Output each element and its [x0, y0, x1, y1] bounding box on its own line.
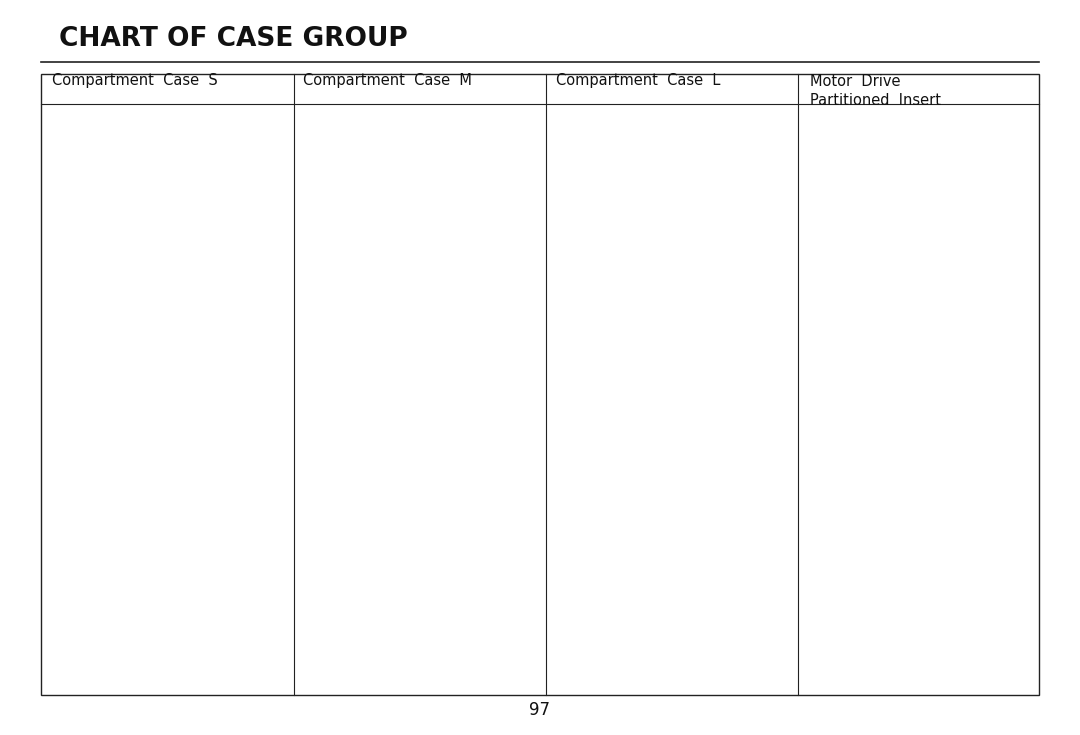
Text: Motor  Drive
Partitioned  Insert: Motor Drive Partitioned Insert	[810, 74, 941, 108]
Text: Compartment  Case  L: Compartment Case L	[556, 74, 720, 88]
Text: CHART OF CASE GROUP: CHART OF CASE GROUP	[59, 26, 408, 51]
Text: 97: 97	[529, 701, 551, 719]
Bar	[41, 74, 1039, 695]
Text: Compartment  Case  M: Compartment Case M	[303, 74, 472, 88]
Text: Compartment  Case  S: Compartment Case S	[52, 74, 217, 88]
